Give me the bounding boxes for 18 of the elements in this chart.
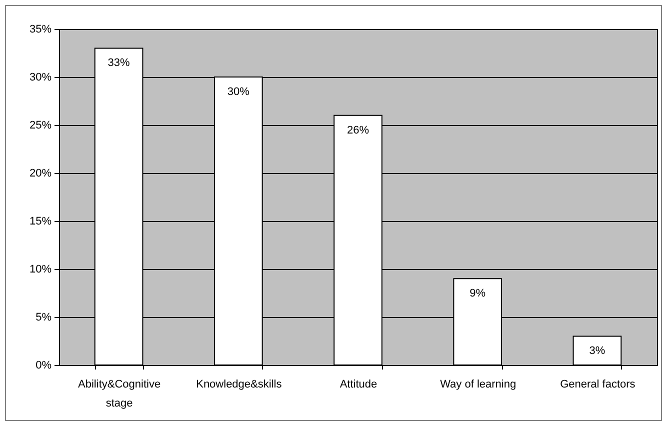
x-tick-label: General factors [560, 378, 636, 390]
data-label: 30% [227, 86, 250, 98]
data-label: 9% [470, 288, 486, 300]
data-label: 3% [589, 345, 606, 358]
x-tick-label: Attitude [340, 378, 378, 390]
y-tick-label: 10% [29, 264, 52, 276]
y-tick-label: 30% [29, 72, 52, 84]
data-label: 33% [108, 57, 130, 70]
y-tick-label: 15% [29, 216, 52, 228]
y-tick-label: 35% [29, 24, 52, 36]
x-tick-label: Way of learning [440, 378, 516, 390]
y-tick-label: 5% [36, 312, 52, 324]
y-tick-label: 25% [29, 120, 52, 132]
x-tick-label: Knowledge&skills [196, 378, 282, 390]
x-tick-label: Ability&Cognitive stage [78, 378, 161, 410]
y-tick-label: 20% [29, 168, 52, 180]
data-label: 26% [346, 124, 370, 136]
y-tick-label: 0% [36, 360, 52, 372]
